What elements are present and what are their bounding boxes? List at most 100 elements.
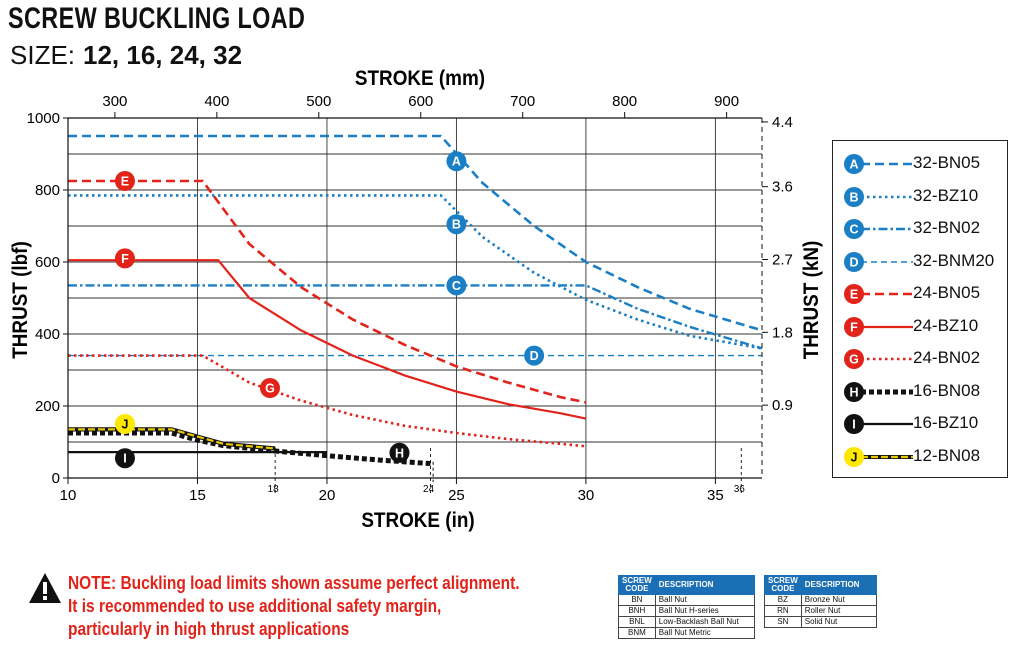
badge-circle xyxy=(844,251,864,272)
x-minor-tick-label: 36 xyxy=(734,484,746,495)
series-32-BN02 xyxy=(68,284,763,350)
badge-letter: C xyxy=(849,223,858,237)
series-marker-G: G xyxy=(259,378,280,398)
series-32-BN05 xyxy=(68,134,763,332)
legend-swatch: C xyxy=(844,219,913,239)
label-layer: A B C D E F G H I J xyxy=(114,151,545,469)
badge-circle xyxy=(844,219,864,239)
badge-circle xyxy=(844,446,864,467)
legend-swatch: F xyxy=(844,316,913,337)
legend-label: 24-BZ10 xyxy=(913,315,979,335)
x2-tick-label: 500 xyxy=(306,93,331,110)
series-12-BN08-outline xyxy=(68,427,276,451)
badge-circle xyxy=(389,442,410,463)
badge-circle xyxy=(844,186,864,207)
legend-label: 24-BN05 xyxy=(913,283,981,302)
size-values: 12, 16, 24, 32 xyxy=(83,40,243,70)
badge-circle xyxy=(524,345,545,366)
screw-description: Low-Backlash Ball Nut xyxy=(654,616,755,628)
legend-swatch: A xyxy=(844,154,913,174)
legend-marker: F xyxy=(844,316,864,337)
badge-letter: G xyxy=(265,382,275,396)
legend-marker: H xyxy=(844,381,864,402)
legend-item-J: J 12-BN08 xyxy=(833,442,1009,472)
chart-title: SCREW BUCKLING LOAD xyxy=(8,2,306,35)
badge-circle xyxy=(844,349,864,369)
badge-letter: D xyxy=(530,349,539,363)
legend-label: 32-BN05 xyxy=(913,153,981,172)
size-line: SIZE: 12, 16, 24, 32 xyxy=(10,40,242,71)
badge-letter: E xyxy=(121,175,129,189)
x-tick-label: 20 xyxy=(319,487,336,504)
x2-tick-label: 400 xyxy=(204,93,229,110)
legend-swatch: G xyxy=(844,349,913,369)
badge-letter: F xyxy=(121,252,129,266)
legend-marker: E xyxy=(844,284,864,304)
legend-item-F: F 24-BZ10 xyxy=(833,312,1009,342)
badge-letter: F xyxy=(850,320,858,334)
note-line-1: NOTE: Buckling load limits shown assume … xyxy=(68,573,520,593)
x-tick-label: 10 xyxy=(60,487,77,504)
legend-marker: G xyxy=(844,349,864,369)
y2-axis-title: THRUST (kN) xyxy=(800,241,823,360)
screw-code: BNM xyxy=(618,627,656,639)
x-tick-label: 30 xyxy=(578,487,595,504)
x-tick-label: 25 xyxy=(448,487,465,504)
y2-tick-label: 0.9 xyxy=(772,397,793,414)
code-row: BNM Ball Nut Metric xyxy=(618,627,755,639)
series-layer xyxy=(68,134,763,467)
series-marker-A: A xyxy=(446,151,467,172)
screw-description: Ball Nut H-series xyxy=(654,605,755,617)
code-row: BNL Low-Backlash Ball Nut xyxy=(618,616,755,628)
y-tick-label: 400 xyxy=(35,326,60,343)
series-24-BZ10 xyxy=(68,259,587,420)
legend-marker: I xyxy=(844,414,864,434)
legend-label: 16-BN08 xyxy=(913,380,981,400)
safety-note: NOTE: Buckling load limits shown assume … xyxy=(68,572,618,641)
badge-letter: G xyxy=(849,353,859,367)
badge-circle xyxy=(844,316,864,337)
x2-tick-label: 900 xyxy=(714,93,739,110)
legend-swatch: B xyxy=(844,186,913,207)
axis-layer: 10 15 20 25 30 35 18 24 36 300 400 500 600 700 800 900 0… xyxy=(27,93,793,504)
size-label: SIZE: xyxy=(10,40,76,70)
badge-letter: A xyxy=(452,155,461,169)
desc-header: DESCRIPTION xyxy=(654,575,755,595)
badge-letter: H xyxy=(849,385,858,399)
series-marker-H: H xyxy=(389,442,410,463)
y-axis-title: THRUST (lbf) xyxy=(9,241,32,359)
badge-letter: J xyxy=(851,450,858,464)
badge-circle xyxy=(844,414,864,434)
series-24-BN05 xyxy=(68,179,587,404)
screw-description: Roller Nut xyxy=(800,605,877,617)
legend-item-C: C 32-BN02 xyxy=(833,214,1009,244)
series-marker-F: F xyxy=(114,248,135,269)
badge-letter: E xyxy=(850,288,858,302)
screw-description: Bronze Nut xyxy=(800,594,877,606)
legend-label: 32-BNM20 xyxy=(913,250,995,270)
badge-letter: I xyxy=(123,452,126,466)
y-tick-label: 800 xyxy=(35,182,60,199)
legend-swatch: I xyxy=(844,414,913,434)
legend-marker: A xyxy=(844,154,864,174)
note-line-3: particularly in high thrust applications xyxy=(68,619,350,639)
x2-tick-label: 300 xyxy=(102,93,127,110)
code-row: SN Solid Nut xyxy=(764,616,877,628)
screw-code: BN xyxy=(618,594,656,606)
badge-letter: C xyxy=(452,279,461,293)
legend-item-E: E 24-BN05 xyxy=(833,279,1009,309)
series-marker-D: D xyxy=(524,345,545,366)
badge-circle xyxy=(259,378,280,398)
x2-tick-label: 600 xyxy=(408,93,433,110)
legend-label: 12-BN08 xyxy=(913,445,981,465)
badge-letter: B xyxy=(849,190,858,204)
legend: A 32-BN05 B 32-BZ10 C 32-BN02 D 32-BNM20 E 24-BN0… xyxy=(832,140,1008,478)
screw-description: Ball Nut xyxy=(654,594,755,606)
legend-item-I: I 16-BZ10 xyxy=(833,409,1009,439)
badge-circle xyxy=(446,214,467,235)
series-marker-C: C xyxy=(446,275,467,296)
y2-tick-label: 1.8 xyxy=(772,324,793,341)
badge-letter: D xyxy=(849,255,858,269)
x-minor-tick-label: 18 xyxy=(268,484,280,495)
code-row: BN Ball Nut xyxy=(618,594,755,606)
